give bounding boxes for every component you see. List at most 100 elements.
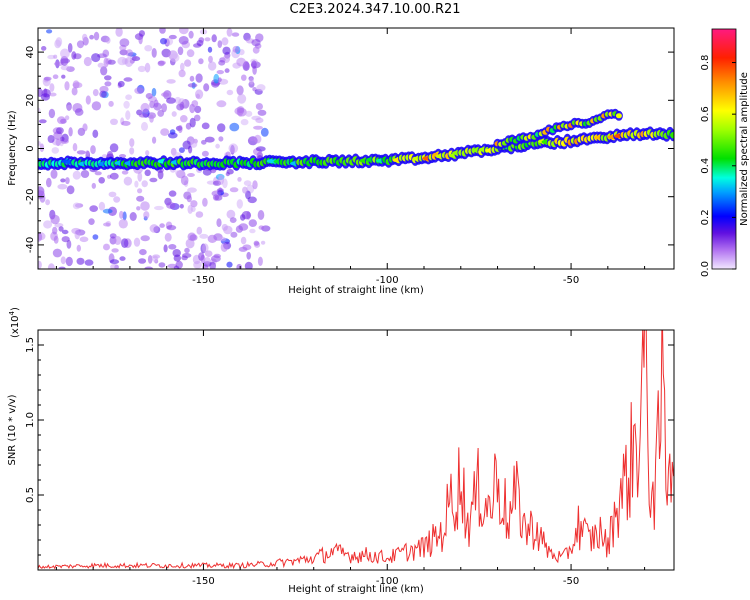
snr-scale-note: (x104): [8, 307, 21, 338]
snr-x-tick-label: -100: [376, 576, 399, 587]
noise-cell: [202, 197, 208, 207]
noise-cell: [209, 261, 216, 269]
noise-cell: [166, 202, 176, 209]
noise-cell: [237, 93, 247, 104]
noise-cell: [253, 240, 260, 246]
noise-cell: [123, 176, 133, 186]
noise-cell: [66, 239, 72, 249]
noise-cell: [157, 60, 165, 67]
noise-cell: [89, 205, 98, 213]
noise-cell: [38, 141, 41, 146]
noise-cell: [92, 129, 99, 138]
noise-cell: [136, 206, 141, 211]
noise-cell: [226, 28, 233, 37]
noise-cell: [168, 34, 177, 40]
noise-cell: [229, 187, 239, 193]
noise-cell: [224, 68, 230, 73]
noise-cell: [50, 169, 58, 179]
noise-cell: [48, 108, 56, 119]
chart-title: C2E3.2024.347.10.00.R21: [289, 2, 461, 17]
noise-cell: [248, 219, 257, 228]
noise-cell: [141, 180, 148, 188]
noise-cell: [201, 150, 209, 157]
noise-cell: [71, 51, 77, 60]
noise-cell: [56, 127, 64, 135]
noise-cell: [133, 237, 141, 247]
noise-cell: [217, 40, 223, 48]
noise-cell: [253, 125, 263, 130]
noise-cell: [245, 110, 253, 117]
noise-cell: [211, 190, 221, 197]
noise-cell: [202, 168, 212, 176]
noise-cell: [225, 171, 230, 177]
noise-cell: [91, 182, 97, 189]
noise-cell: [134, 180, 139, 188]
noise-cell: [125, 94, 132, 100]
noise-cell: [119, 38, 130, 47]
noise-cell: [65, 177, 70, 185]
noise-cell: [93, 31, 100, 41]
noise-cell: [129, 138, 135, 148]
snr-x-axis-label: Height of straight line (km): [288, 584, 424, 595]
noise-cell: [222, 46, 231, 55]
noise-cell: [175, 170, 181, 176]
noise-cell: [166, 97, 176, 104]
noise-cell: [65, 256, 73, 267]
noise-cell: [90, 145, 96, 155]
noise-cell: [60, 256, 66, 265]
noise-cell: [204, 37, 211, 42]
noise-cell: [41, 46, 47, 51]
noise-cell: [223, 225, 233, 235]
noise-cell: [256, 84, 266, 92]
noise-cell: [252, 46, 260, 54]
noise-cell: [186, 195, 192, 203]
noise-cell: [198, 58, 204, 65]
noise-cell: [190, 139, 198, 148]
snr-series-line: [38, 330, 674, 570]
noise-cell: [52, 226, 58, 235]
noise-cell: [72, 143, 78, 152]
snr-x-tick-label: -150: [192, 576, 215, 587]
noise-cell: [117, 80, 125, 88]
noise-cell: [138, 113, 149, 118]
spectrogram-y-tick-label: 20: [25, 94, 36, 107]
noise-cell: [124, 57, 134, 67]
noise-cell: [129, 212, 137, 221]
noise-cell: [138, 34, 143, 45]
noise-cell: [180, 115, 188, 123]
noise-cell: [249, 228, 256, 234]
noise-cell: [109, 143, 119, 153]
noise-cell: [47, 135, 55, 143]
noise-cell: [52, 248, 63, 258]
noise-cell: [171, 111, 177, 117]
noise-cell: [236, 263, 242, 269]
noise-cell: [255, 146, 266, 152]
noise-cell: [104, 81, 112, 87]
noise-cell: [137, 171, 143, 182]
noise-cell: [187, 187, 197, 193]
noise-cell: [211, 255, 221, 263]
noise-cell: [216, 218, 222, 228]
noise-cell: [67, 43, 73, 53]
noise-cell: [168, 190, 177, 197]
noise-cell: [203, 83, 210, 92]
noise-cell: [89, 34, 94, 40]
noise-cell: [161, 103, 168, 113]
noise-cell: [55, 37, 63, 47]
noise-cell: [218, 136, 224, 142]
noise-cell: [53, 54, 58, 59]
noise-cell: [211, 34, 217, 43]
noise-cell: [49, 83, 55, 92]
noise-cell: [241, 211, 252, 220]
noise-cell: [188, 30, 194, 39]
noise-cell: [64, 115, 70, 121]
snr-y-tick-label: 1.5: [25, 337, 36, 353]
noise-cell: [92, 234, 99, 240]
noise-cell: [187, 232, 197, 241]
noise-cell: [144, 45, 153, 52]
noise-cell: [82, 33, 88, 42]
noise-cell: [201, 122, 210, 130]
colorbar-frame: [711, 28, 737, 270]
noise-cell: [145, 93, 153, 99]
noise-cell: [99, 90, 107, 98]
